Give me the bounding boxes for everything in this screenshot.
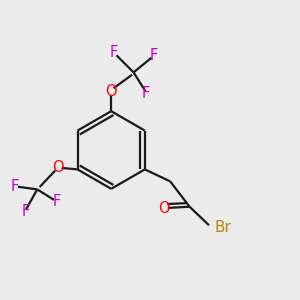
Text: O: O xyxy=(105,84,117,99)
Text: F: F xyxy=(142,86,150,101)
Text: F: F xyxy=(11,179,19,194)
Text: F: F xyxy=(110,46,118,61)
Text: F: F xyxy=(21,204,29,219)
Text: F: F xyxy=(150,48,158,63)
Text: Br: Br xyxy=(215,220,232,235)
Text: F: F xyxy=(52,194,61,209)
Text: O: O xyxy=(52,160,64,175)
Text: O: O xyxy=(158,201,170,216)
